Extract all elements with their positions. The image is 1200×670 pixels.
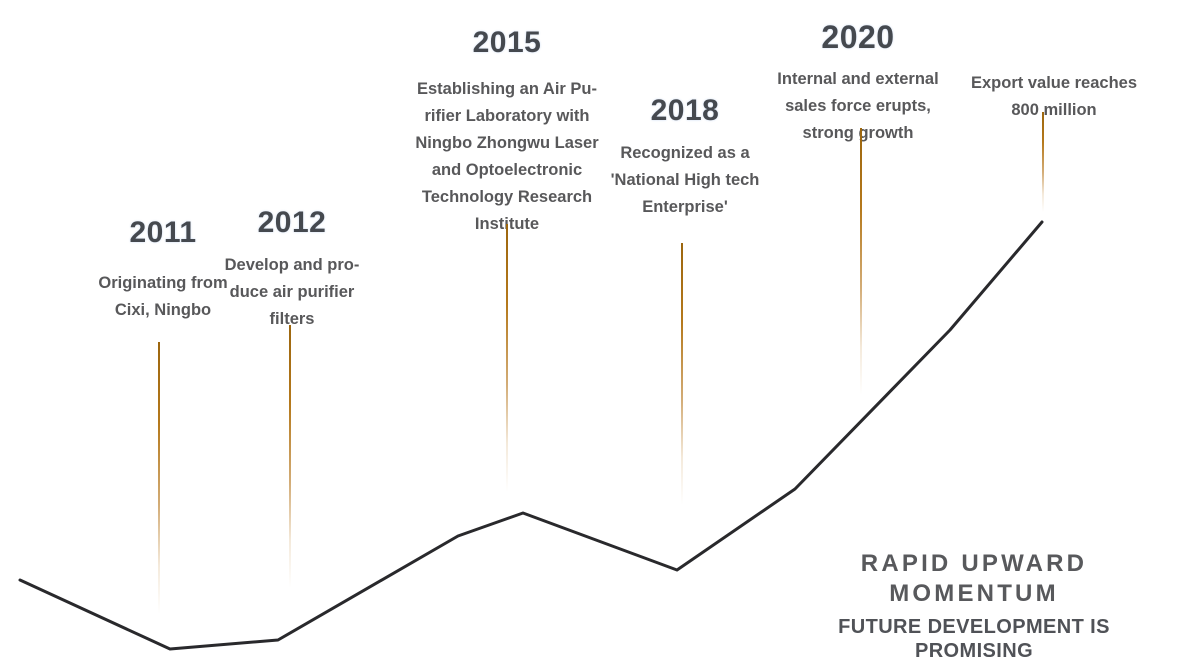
milestone-description: Establishing an Air Pu- rifier Laborator… [415, 80, 599, 233]
slogan-subheadline: FUTURE DEVELOPMENT IS PROMISING [838, 616, 1110, 662]
milestone-year: 2020 [821, 19, 895, 55]
milestone-connector-line [1042, 112, 1044, 212]
milestone-connector-line [506, 224, 508, 492]
milestone-2012: 2012 Develop and pro- duce air purifier … [177, 206, 407, 588]
milestone-2018: 2018 Recognized as a 'National High tech… [570, 94, 800, 505]
milestone-year: 2015 [472, 26, 542, 59]
milestone-connector-line [860, 128, 862, 395]
milestone-description: Export value reaches 800 million [971, 74, 1137, 119]
milestone-2015: 2015 Establishing an Air Pu- rifier Labo… [392, 26, 622, 492]
growth-polyline [18, 220, 1044, 651]
milestone-connector-line [158, 342, 160, 614]
milestone-description: Recognized as a 'National High tech Ente… [610, 144, 760, 216]
milestone-connector-line [681, 243, 683, 505]
slogan-block: RAPID UPWARD MOMENTUM FUTURE DEVELOPMENT… [785, 549, 1163, 663]
milestone-export-800-million: Export value reaches 800 million [939, 58, 1169, 212]
milestone-description: Internal and external sales force erupts… [777, 70, 939, 142]
milestone-year: 2011 [129, 216, 197, 249]
milestone-description: Develop and pro- duce air purifier filte… [224, 256, 360, 328]
milestone-year: 2012 [257, 206, 327, 239]
slogan-headline: RAPID UPWARD MOMENTUM [860, 550, 1088, 607]
milestone-2011: 2011 Originating from Cixi, Ningbo [48, 216, 278, 614]
milestone-description: Originating from Cixi, Ningbo [98, 274, 228, 319]
milestone-2020: 2020 Internal and external sales force e… [743, 19, 973, 395]
milestone-connector-line [289, 325, 291, 588]
milestone-year: 2018 [650, 94, 720, 127]
